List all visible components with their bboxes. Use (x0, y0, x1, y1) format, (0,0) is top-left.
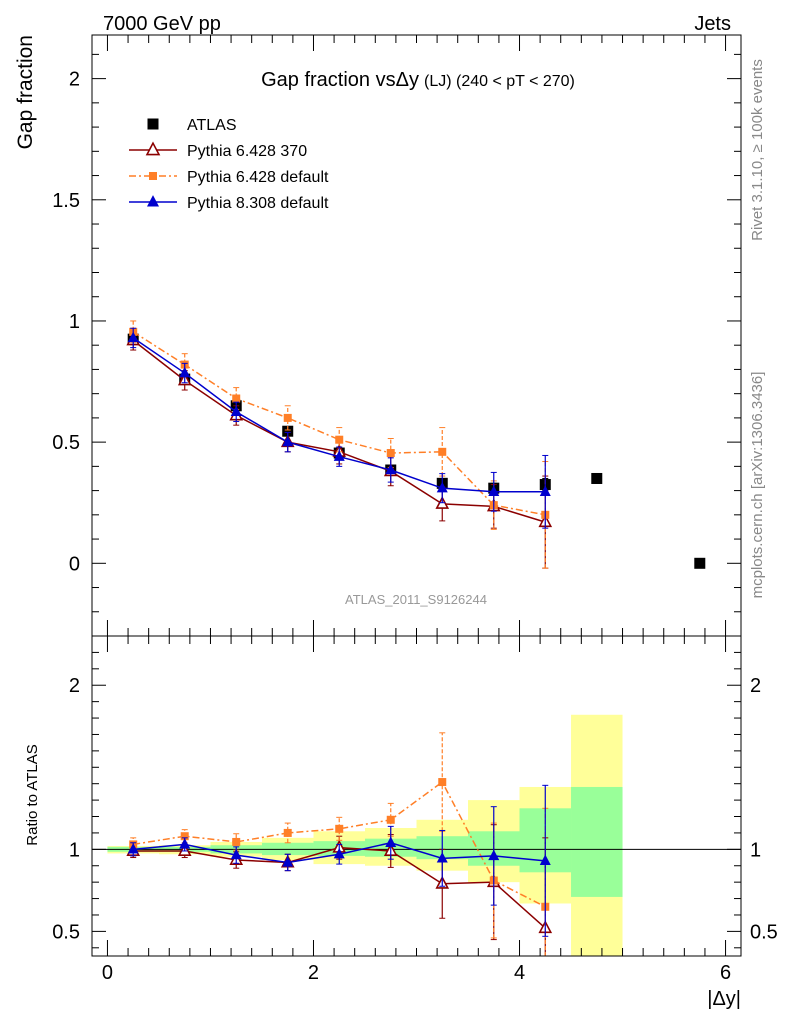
main-series-atlas (127, 333, 706, 569)
main-point-pythia-6-428-default (283, 413, 292, 422)
legend-label-pythia-6-428-default: Pythia 6.428 default (187, 169, 329, 186)
main-point-pythia-6-428-default (438, 447, 447, 456)
main-series-pythia-6-428-default (129, 320, 550, 569)
ratio-panel: 0.5 0.5 1 1 2 2 0 2 4 6 Ratio to ATLAS |Δy| (24, 635, 778, 1010)
main-point-pythia-8-308-default (436, 481, 448, 493)
ratio-x-axis-label: |Δy| (707, 988, 741, 1010)
main-y-tick-label: 1.5 (52, 190, 80, 212)
ratio-y-tick-label: 0.5 (52, 921, 80, 943)
ratio-point-pythia-8-308-default (127, 843, 139, 854)
legend-marker-pythia-8-308-default (147, 195, 159, 207)
ratio-y-tick-label-right: 2 (750, 675, 761, 697)
legend-label-atlas: ATLAS (187, 117, 237, 134)
main-point-pythia-6-428-default (232, 394, 241, 403)
ratio-point-pythia-8-308-default (179, 838, 191, 849)
main-y-axis-label: Gap fraction (14, 35, 37, 149)
main-point-pythia-8-308-default (230, 405, 242, 417)
ratio-x-tick-label: 2 (308, 962, 319, 984)
ratio-point-pythia-8-308-default (282, 856, 294, 867)
ratio-band-green (571, 786, 623, 897)
legend-label-pythia-8-308-default: Pythia 8.308 default (187, 195, 329, 212)
title-symbol-text: Δy (396, 69, 419, 91)
ratio-y-ticks: 0.5 0.5 1 1 2 2 (52, 651, 778, 949)
ratio-point-pythia-8-308-default (488, 849, 500, 861)
legend: ATLAS Pythia 6.428 370 Pythia 6.428 defaul… (129, 117, 329, 212)
main-point-pythia-8-308-default (488, 485, 500, 496)
title-subscript-text: (LJ) (240 < pT < 270) (424, 73, 575, 90)
category-label: Jets (694, 13, 731, 35)
legend-marker-pythia-6-428-default (149, 172, 157, 180)
ratio-point-pythia-8-308-default (385, 836, 397, 847)
main-point-atlas (694, 557, 706, 569)
legend-item-atlas: ATLAS (147, 117, 237, 134)
ratio-point-pythia-8-308-default (230, 848, 242, 860)
main-y-tick-label: 1 (69, 311, 80, 333)
energy-label: 7000 GeV pp (103, 13, 221, 35)
ratio-x-tick-label: 0 (102, 962, 113, 984)
main-chart-title: Gap fraction vsΔy (LJ) (240 < pT < 270) (261, 69, 575, 91)
ratio-y-axis-label: Ratio to ATLAS (24, 744, 41, 845)
ratio-plot-frame (91, 635, 742, 957)
main-y-tick-label: 0 (69, 553, 80, 575)
ratio-x-ticks: 0 2 4 6 (102, 636, 731, 984)
legend-item-pythia-6-428-370: Pythia 6.428 370 (129, 141, 307, 160)
main-x-ticks (106, 35, 727, 636)
legend-marker-pythia-6-428-370 (145, 141, 161, 156)
main-series-line-pythia-8-308-default (132, 337, 546, 493)
main-point-pythia-8-308-default (127, 331, 139, 343)
ratio-y-tick-label: 2 (69, 675, 80, 697)
main-point-pythia-8-308-default (539, 485, 551, 496)
ratio-point-pythia-8-308-default (436, 852, 448, 863)
ratio-point-pythia-6-428-default (180, 832, 189, 841)
analysis-watermark: ATLAS_2011_S9126244 (345, 592, 487, 607)
main-point-atlas (591, 472, 603, 484)
ratio-y-tick-label-right: 1 (750, 839, 761, 861)
ratio-x-tick-label: 4 (514, 962, 525, 984)
main-series-line-pythia-6-428-default (132, 331, 546, 516)
ratio-y-tick-label: 1 (69, 839, 80, 861)
ratio-point-pythia-6-428-default (335, 824, 344, 833)
main-point-pythia-8-308-default (179, 366, 191, 378)
main-point-pythia-8-308-default (385, 463, 397, 475)
main-point-pythia-8-308-default (282, 435, 294, 447)
main-y-tick-label: 0.5 (52, 432, 80, 454)
ratio-point-pythia-6-428-default (283, 828, 292, 837)
ratio-point-pythia-6-428-default (232, 837, 241, 846)
legend-label-pythia-6-428-370: Pythia 6.428 370 (187, 143, 307, 160)
ratio-point-pythia-8-308-default (539, 854, 551, 866)
main-panel: 0 0.5 1 1.5 2 Gap fraction Gap fraction vsΔy… (14, 34, 742, 637)
main-point-atlas (282, 425, 294, 437)
main-point-pythia-8-308-default (333, 450, 345, 461)
legend-item-pythia-8-308-default: Pythia 8.308 default (129, 195, 329, 212)
ratio-point-pythia-8-308-default (333, 847, 345, 859)
legend-item-pythia-6-428-default: Pythia 6.428 default (129, 169, 329, 186)
main-y-tick-label: 2 (69, 69, 80, 91)
ratio-point-pythia-6-428-default (438, 778, 447, 787)
mcplots-label: mcplots.cern.ch [arXiv:1306.3436] (749, 372, 766, 599)
ratio-y-tick-label-right: 0.5 (750, 921, 778, 943)
ratio-point-pythia-6-428-default (386, 815, 395, 824)
ratio-x-tick-label: 6 (720, 962, 731, 984)
main-point-pythia-6-428-default (335, 435, 344, 444)
legend-marker-atlas (147, 118, 159, 130)
rivet-label: Rivet 3.1.10, ≥ 100k events (749, 59, 766, 241)
title-main-text: Gap fraction vs (261, 69, 396, 91)
main-series-pythia-8-308-default (127, 327, 551, 529)
ratio-series-pythia-8-308-default (127, 784, 551, 937)
main-point-pythia-6-428-default (386, 449, 395, 458)
ratio-series-layer (126, 732, 553, 957)
main-y-ticks: 0 0.5 1 1.5 2 (52, 53, 741, 637)
main-series-layer (126, 320, 706, 569)
